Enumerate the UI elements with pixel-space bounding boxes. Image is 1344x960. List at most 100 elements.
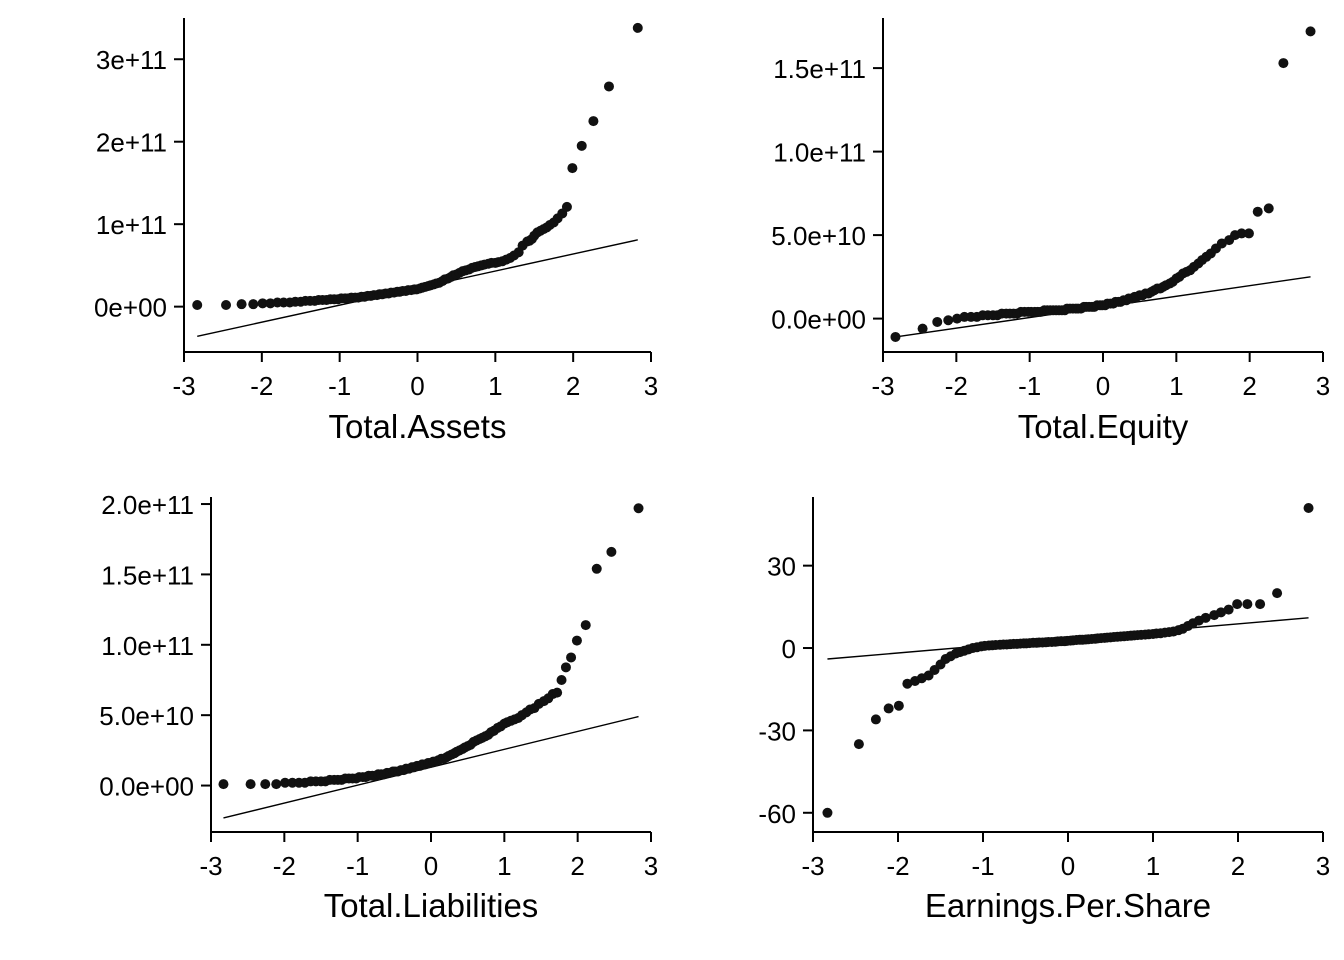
data-point [1303,502,1314,513]
x-tick-label: 0 [424,851,438,881]
y-tick-label: -60 [758,799,796,829]
data-point [567,163,578,174]
x-tick-label: -1 [328,371,351,401]
data-point [271,779,282,790]
qq-panel-2: -3 -2 -1 0 1 2 3 0.0e+00 5.0e+10 1.0e+11 1.5e+11 To… [771,18,1330,445]
x-tick-label: 3 [644,371,658,401]
x-axis-title: Total.Equity [1018,408,1189,445]
data-point [632,22,643,33]
x-tick-label: -3 [871,371,894,401]
x-tick-label: -2 [886,851,909,881]
data-point [603,81,614,92]
data-point [1263,203,1274,214]
data-point [561,201,572,212]
data-point [576,140,587,151]
data-point [280,777,291,788]
data-point [1305,26,1316,37]
qq-panel-1: -3 -2 -1 0 1 2 3 0e+00 1e+11 2e+11 3e+11 Total.Asse… [94,18,658,445]
qq-panel-3: -3 -2 -1 0 1 2 3 0.0e+00 5.0e+10 1.0e+11 1.5e+11 2.… [99,490,658,924]
x-axis-title: Total.Assets [329,408,507,445]
x-axis-title: Earnings.Per.Share [925,887,1211,924]
data-point [902,678,913,689]
x-tick-label: 0 [1061,851,1075,881]
y-tick-label: 5.0e+10 [99,701,194,731]
y-tick-label: 3e+11 [96,45,167,75]
x-tick-label: 3 [1316,851,1330,881]
x-tick-label: -3 [199,851,222,881]
y-tick-label: 0 [782,634,796,664]
x-tick-label: -2 [273,851,296,881]
data-point [1242,599,1253,610]
data-point [890,331,901,342]
data-point [591,563,602,574]
data-point [1278,58,1289,69]
y-tick-label: 0e+00 [94,293,167,323]
data-point [932,316,943,327]
data-point [260,779,271,790]
y-tick-label: 2.0e+11 [101,490,194,520]
x-tick-label: 0 [410,371,424,401]
y-tick-label: 30 [767,552,796,582]
data-point [1223,604,1234,615]
data-point [606,546,617,557]
x-tick-label: 3 [644,851,658,881]
data-point [1216,607,1226,618]
x-tick-label: 2 [570,851,584,881]
x-tick-label: 2 [1242,371,1256,401]
x-tick-label: -1 [346,851,369,881]
data-point [870,714,881,725]
x-tick-label: -3 [172,371,195,401]
data-point [917,323,928,334]
x-tick-label: 0 [1096,371,1110,401]
data-point [1255,599,1266,610]
data-point [560,662,571,673]
data-point [1252,206,1263,217]
x-tick-label: -2 [250,371,273,401]
y-tick-label: 2e+11 [96,128,167,158]
data-point [633,503,644,514]
x-tick-label: 1 [488,371,502,401]
x-tick-label: -1 [971,851,994,881]
data-point [248,299,259,310]
qq-panel-4: -3 -2 -1 0 1 2 3 -60 -30 0 30 Earnings.Per.Share [758,497,1330,924]
x-tick-label: -2 [945,371,968,401]
data-point [588,116,599,127]
data-point [943,315,954,326]
data-point [1272,588,1283,599]
y-tick-label: -30 [758,716,796,746]
y-tick-label: 5.0e+10 [771,221,866,251]
data-point [566,652,577,663]
data-point [218,779,229,790]
y-tick-label: 0.0e+00 [771,305,866,335]
y-tick-label: 1.0e+11 [773,138,866,168]
x-tick-label: 2 [1231,851,1245,881]
y-tick-label: 1.5e+11 [773,54,866,84]
data-point [571,635,582,646]
x-tick-label: 1 [1146,851,1160,881]
data-point [556,674,567,685]
data-point [221,299,232,310]
x-tick-label: 2 [566,371,580,401]
data-point [1236,228,1247,239]
y-tick-label: 0.0e+00 [99,772,194,802]
x-tick-label: -1 [1018,371,1041,401]
x-tick-label: 3 [1316,371,1330,401]
y-tick-label: 1e+11 [96,210,167,240]
data-point [257,298,268,309]
data-point [245,779,256,790]
y-tick-label: 1.0e+11 [101,631,194,661]
x-tick-label: -3 [801,851,824,881]
x-tick-label: 1 [497,851,511,881]
data-point [1200,612,1211,623]
x-tick-label: 1 [1169,371,1183,401]
data-point [1232,599,1243,610]
data-point [552,687,563,698]
x-axis-title: Total.Liabilities [324,887,539,924]
data-point [893,700,904,711]
data-point [883,703,894,714]
y-tick-label: 1.5e+11 [101,560,194,590]
data-point [236,299,247,310]
data-point [822,807,833,818]
data-point [192,299,203,310]
